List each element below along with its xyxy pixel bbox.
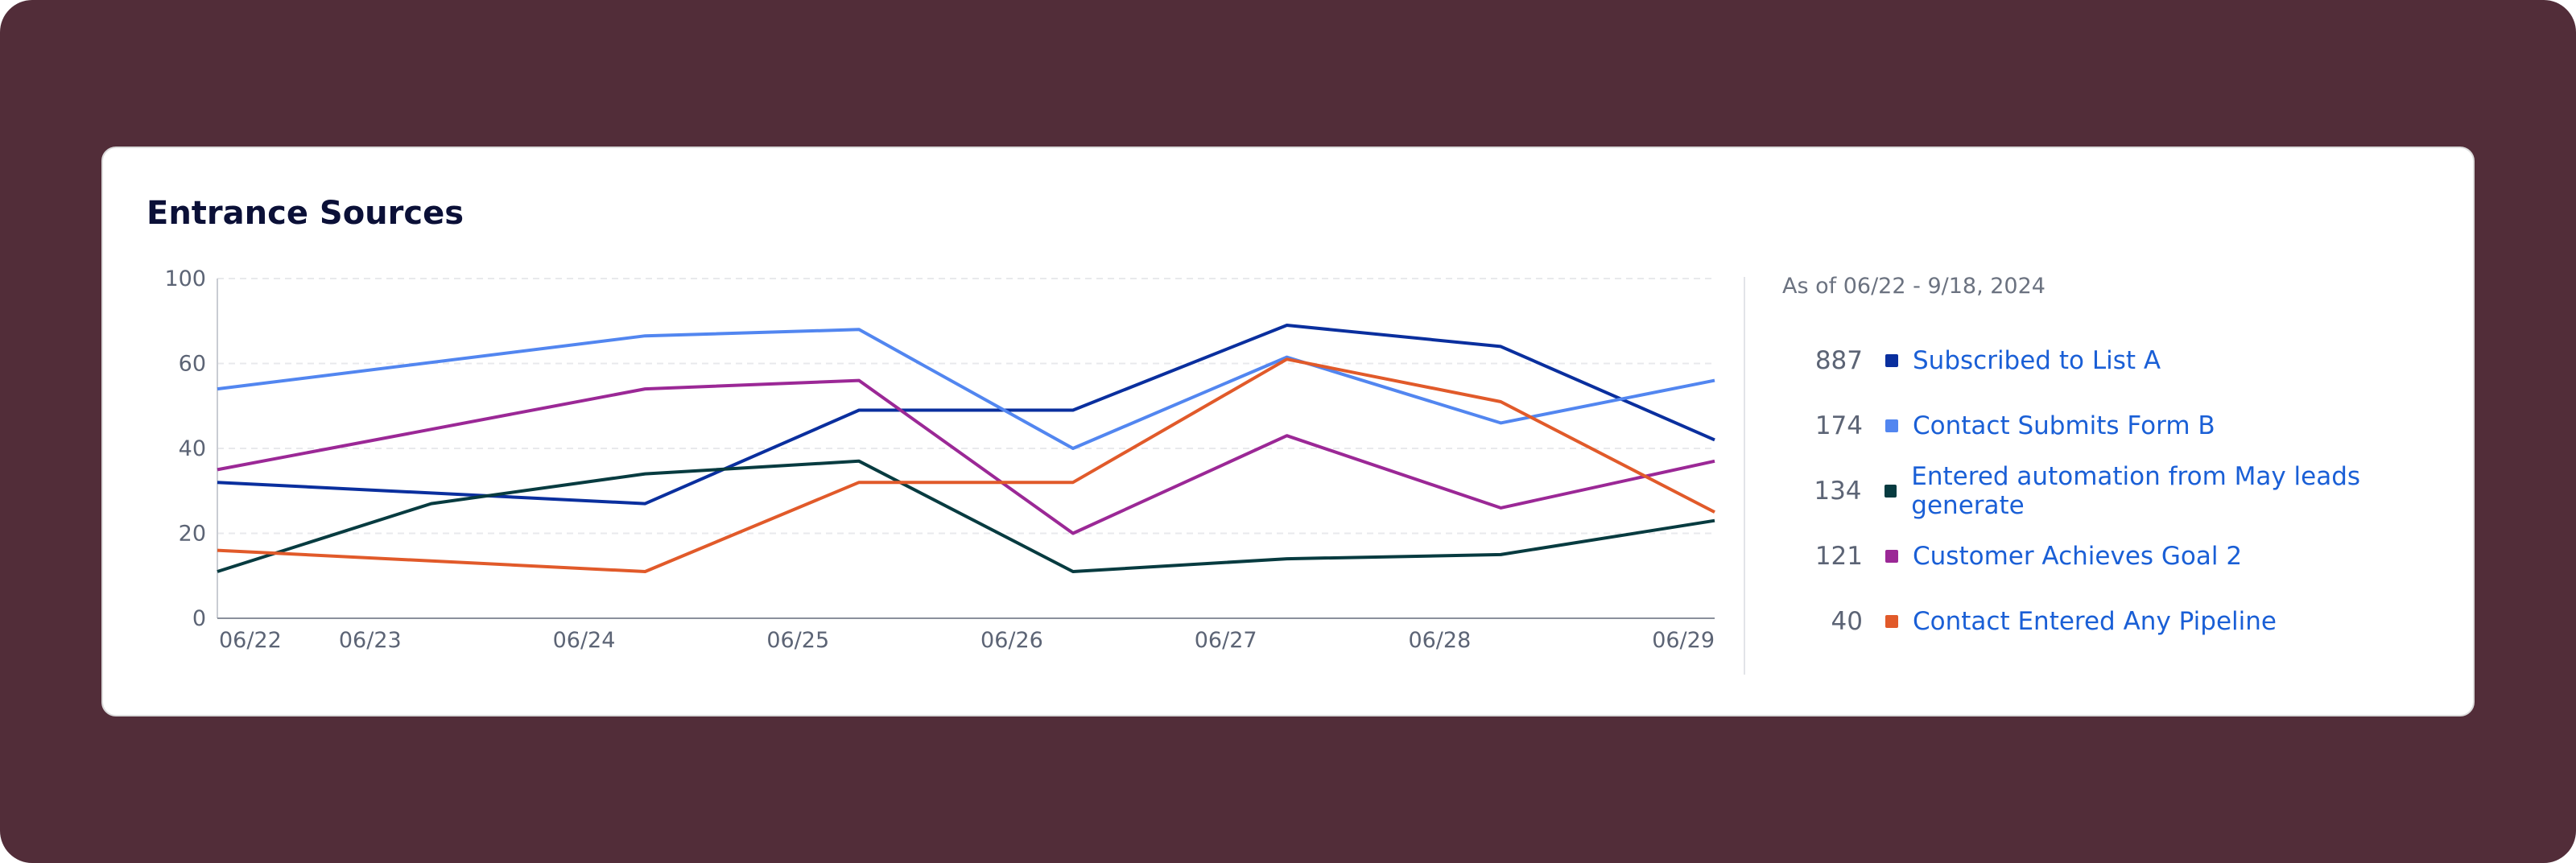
x-tick-label: 06/27 (1195, 628, 1257, 653)
legend-item: 40 Contact Entered Any Pipeline (1782, 588, 2473, 654)
legend-item: 134 Entered automation from May leads gen… (1782, 458, 2473, 523)
legend-link[interactable]: Entered automation from May leads genera… (1911, 461, 2361, 520)
legend-link[interactable]: Contact Entered Any Pipeline (1913, 606, 2277, 636)
x-tick-label: 06/29 (1652, 628, 1715, 653)
series-line-4 (217, 357, 1715, 573)
entrance-sources-card: Entrance Sources 0 20 40 60 100 06/22 06/23 06/… (101, 147, 2475, 716)
y-tick-label: 100 (164, 266, 206, 291)
chart-legend-divider (1744, 277, 1745, 675)
legend-link[interactable]: Contact Submits Form B (1913, 411, 2215, 440)
x-tick-label: 06/28 (1408, 628, 1471, 653)
legend-swatch (1885, 419, 1898, 432)
y-tick-label: 20 (179, 522, 206, 547)
legend-count: 40 (1831, 606, 1863, 636)
legend-item: 174 Contact Submits Form B (1782, 393, 2473, 458)
series-line-0 (217, 324, 1715, 506)
series-line-2 (217, 459, 1715, 573)
y-tick-label: 0 (192, 606, 206, 631)
legend-swatch (1884, 484, 1897, 498)
legend-link[interactable]: Subscribed to List A (1913, 345, 2161, 375)
legend-panel: As of 06/22 - 9/18, 2024 887 Subscribed t… (1782, 274, 2473, 654)
card-title: Entrance Sources (147, 195, 464, 232)
legend-count: 134 (1814, 476, 1862, 506)
date-range-label: As of 06/22 - 9/18, 2024 (1782, 274, 2046, 299)
y-tick-label: 40 (179, 436, 206, 461)
legend-count: 887 (1814, 345, 1863, 375)
legend-count: 174 (1814, 411, 1863, 440)
legend-swatch (1885, 353, 1898, 367)
legend-count: 121 (1814, 541, 1863, 571)
x-tick-label: 06/23 (339, 628, 402, 653)
legend-list: 887 Subscribed to List A 174 Contact Submit… (1782, 328, 2473, 654)
x-tick-label: 06/25 (766, 628, 829, 653)
x-tick-label: 06/24 (553, 628, 616, 653)
line-chart: 0 20 40 60 100 06/22 06/23 06/24 06/25 06/26 06/27… (164, 266, 1715, 653)
x-tick-label: 06/22 (219, 628, 282, 653)
y-tick-label: 60 (179, 352, 206, 377)
legend-link[interactable]: Customer Achieves Goal 2 (1913, 541, 2243, 571)
legend-item: 121 Customer Achieves Goal 2 (1782, 523, 2473, 588)
legend-swatch (1885, 614, 1898, 628)
x-tick-label: 06/26 (980, 628, 1043, 653)
series-line-1 (217, 328, 1715, 450)
legend-swatch (1885, 549, 1898, 563)
series-line-3 (217, 378, 1715, 535)
legend-item: 887 Subscribed to List A (1782, 328, 2473, 393)
